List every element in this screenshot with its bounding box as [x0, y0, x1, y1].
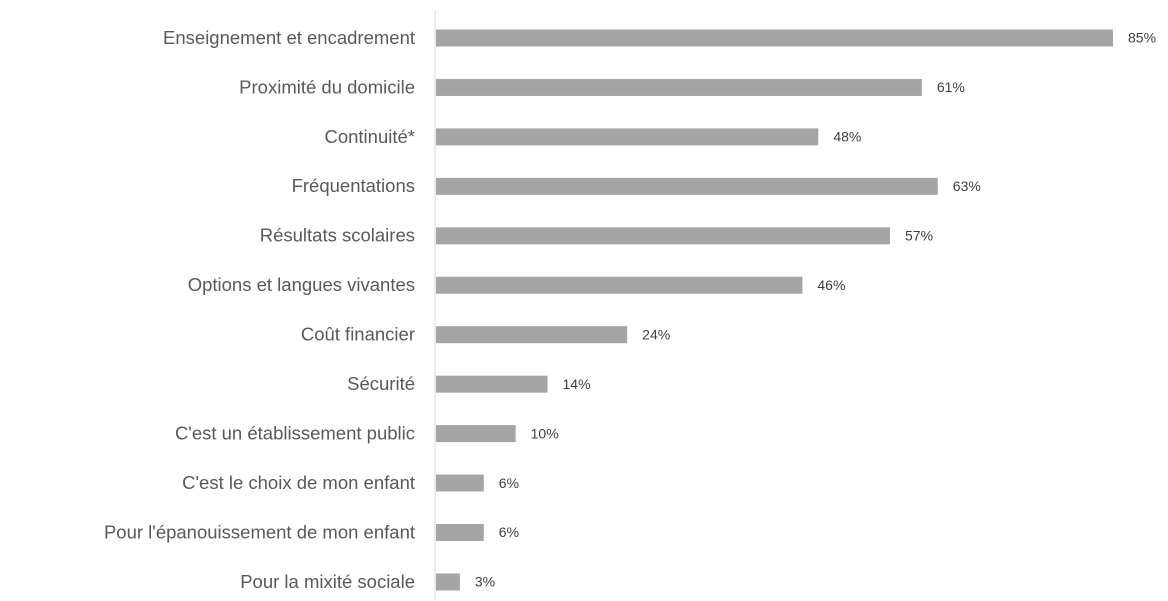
- value-label: 85%: [1128, 30, 1156, 46]
- value-label: 6%: [499, 475, 519, 491]
- bar: [436, 128, 819, 146]
- category-label: Pour l'épanouissement de mon enfant: [104, 521, 415, 542]
- bar: [436, 29, 1114, 47]
- value-label: 6%: [499, 524, 519, 540]
- category-label: Pour la mixité sociale: [240, 571, 415, 592]
- bar: [436, 573, 460, 591]
- category-label: Fréquentations: [292, 175, 415, 196]
- bar: [436, 375, 548, 393]
- bar: [436, 227, 891, 245]
- bar: [436, 78, 922, 96]
- category-label: Continuité*: [324, 126, 415, 147]
- bar: [436, 425, 516, 443]
- bar: [436, 177, 938, 195]
- category-label: C'est le choix de mon enfant: [182, 472, 415, 493]
- category-label: Enseignement et encadrement: [163, 27, 415, 48]
- value-label: 63%: [953, 178, 981, 194]
- category-label: Proximité du domicile: [239, 76, 415, 97]
- category-label: C'est un établissement public: [175, 422, 415, 443]
- value-label: 48%: [833, 129, 861, 145]
- value-label: 10%: [531, 425, 559, 441]
- bar: [436, 524, 484, 541]
- value-label: 24%: [642, 326, 670, 342]
- category-label: Sécurité: [347, 373, 415, 394]
- category-label: Résultats scolaires: [260, 225, 415, 246]
- bar: [436, 474, 484, 492]
- value-label: 57%: [905, 228, 933, 244]
- category-label: Coût financier: [301, 324, 415, 345]
- bar: [436, 276, 803, 294]
- value-label: 46%: [817, 277, 845, 293]
- bar: [436, 326, 628, 344]
- value-label: 3%: [475, 574, 495, 590]
- value-label: 61%: [937, 79, 965, 95]
- category-label: Options et langues vivantes: [188, 274, 415, 295]
- value-label: 14%: [563, 376, 591, 392]
